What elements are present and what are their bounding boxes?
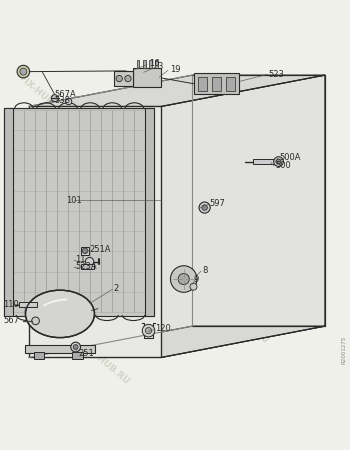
Text: 11: 11	[75, 255, 85, 264]
Text: 16: 16	[149, 59, 160, 68]
Bar	[253, 159, 276, 164]
Bar	[143, 60, 146, 68]
Text: 9: 9	[194, 275, 199, 284]
Text: FIX-HUB.RU: FIX-HUB.RU	[17, 74, 68, 118]
Circle shape	[82, 248, 88, 254]
Text: FIX-HUB.RU: FIX-HUB.RU	[219, 300, 270, 345]
Bar	[34, 352, 44, 359]
Text: FIX-HUB.RU: FIX-HUB.RU	[149, 220, 201, 265]
Circle shape	[51, 94, 58, 102]
Text: R2001275: R2001275	[342, 336, 346, 364]
Ellipse shape	[26, 290, 94, 338]
Bar	[212, 77, 221, 91]
Text: 500A: 500A	[279, 153, 300, 162]
Text: 251: 251	[78, 349, 94, 358]
Polygon shape	[145, 108, 154, 315]
Circle shape	[71, 342, 80, 352]
Circle shape	[276, 159, 281, 164]
Polygon shape	[4, 108, 13, 315]
Bar	[136, 60, 139, 68]
Polygon shape	[114, 71, 133, 86]
Circle shape	[199, 202, 210, 213]
Polygon shape	[161, 75, 325, 357]
Circle shape	[32, 317, 40, 325]
Circle shape	[65, 99, 72, 105]
Circle shape	[85, 257, 94, 266]
Circle shape	[73, 345, 78, 350]
Text: 251A: 251A	[90, 245, 111, 254]
Bar	[155, 60, 158, 68]
Text: 110: 110	[4, 300, 19, 309]
Polygon shape	[29, 75, 325, 107]
Bar	[81, 247, 89, 255]
Circle shape	[142, 324, 155, 337]
Bar	[72, 352, 83, 359]
Bar	[225, 77, 235, 91]
Polygon shape	[4, 108, 154, 315]
Circle shape	[274, 157, 284, 166]
Text: 597: 597	[210, 199, 226, 208]
Text: 567A: 567A	[55, 90, 77, 99]
Text: 567: 567	[4, 316, 20, 325]
Polygon shape	[194, 73, 239, 94]
Circle shape	[178, 274, 189, 284]
Circle shape	[170, 266, 197, 292]
Text: 19: 19	[170, 65, 180, 74]
Circle shape	[145, 328, 152, 334]
Polygon shape	[29, 326, 325, 357]
Text: 101: 101	[66, 196, 82, 205]
Text: FIX-HUB.RU: FIX-HUB.RU	[149, 126, 201, 171]
Text: 523: 523	[268, 70, 284, 79]
Bar	[25, 345, 95, 353]
Circle shape	[20, 68, 27, 75]
Text: 120: 120	[155, 324, 171, 333]
Text: 3: 3	[158, 62, 163, 71]
Polygon shape	[133, 68, 161, 87]
Text: FIX-HUB.RU: FIX-HUB.RU	[17, 290, 68, 334]
Text: 523A: 523A	[75, 261, 97, 270]
Text: FIX-HUB.RU: FIX-HUB.RU	[237, 161, 288, 206]
Circle shape	[116, 76, 122, 82]
Text: 538: 538	[55, 96, 71, 105]
Circle shape	[125, 76, 131, 82]
Polygon shape	[29, 107, 161, 357]
Circle shape	[190, 283, 197, 290]
Text: 2: 2	[113, 284, 119, 293]
Bar	[149, 60, 152, 68]
Circle shape	[202, 205, 208, 210]
Bar	[198, 77, 208, 91]
Text: FIX-HUB.RU: FIX-HUB.RU	[17, 178, 68, 223]
Bar	[81, 264, 94, 269]
Text: FIX-HUB.RU: FIX-HUB.RU	[80, 342, 131, 387]
Text: 500: 500	[275, 161, 291, 170]
Circle shape	[17, 65, 30, 78]
Text: 8: 8	[202, 266, 208, 275]
Bar	[19, 302, 37, 307]
